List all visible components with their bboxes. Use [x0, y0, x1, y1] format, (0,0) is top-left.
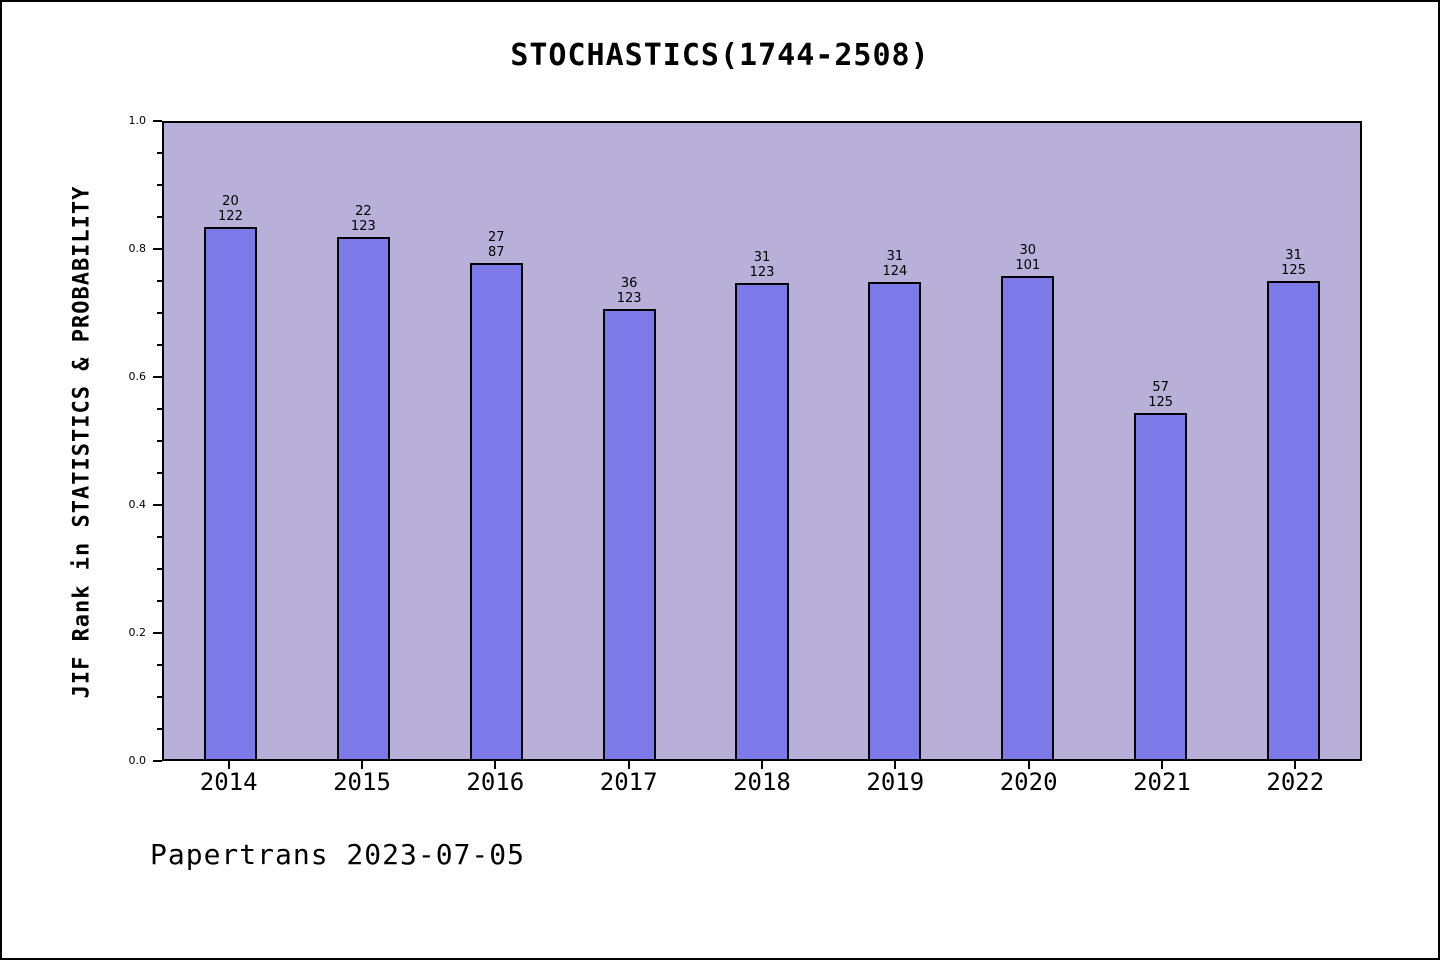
y-minor-tick-mark: [157, 280, 162, 282]
y-minor-tick-mark: [157, 664, 162, 666]
bar-value-label-2017: 36 123: [616, 276, 642, 307]
bar-value-label-2022: 31 125: [1281, 247, 1306, 278]
y-tick-label: 1.0: [128, 114, 147, 127]
y-tick-mark: [153, 248, 162, 250]
x-tick-mark: [894, 761, 897, 769]
y-tick-mark: [153, 760, 162, 762]
chart-title: STOCHASTICS(1744-2508): [510, 38, 930, 73]
y-minor-tick-mark: [157, 600, 162, 602]
bar-slot-2020: 30 101: [961, 123, 1094, 759]
y-tick-label: 0.0: [128, 754, 147, 767]
bar-2022: [1266, 280, 1321, 759]
x-tick-mark: [1294, 761, 1297, 769]
y-minor-tick-mark: [157, 408, 162, 410]
bar-2017: [602, 309, 656, 759]
y-tick-label: 0.2: [128, 626, 147, 639]
x-tick-label-2015: 2015: [333, 768, 391, 796]
bar-slot-2017: 36 123: [563, 123, 696, 759]
x-tick-label-2018: 2018: [733, 768, 791, 796]
bar-value-label-2014: 20 122: [218, 194, 243, 225]
bar-slot-2016: 27 87: [430, 123, 563, 759]
bar-2015: [336, 236, 390, 759]
y-tick-label: 0.8: [128, 242, 147, 255]
x-tick-mark: [761, 761, 763, 769]
y-tick-label: 0.4: [128, 498, 147, 511]
x-tick-mark: [627, 761, 630, 769]
x-axis-ticks: [162, 761, 1362, 771]
y-minor-tick-mark: [157, 216, 162, 218]
bar-slot-2018: 31 123: [696, 123, 829, 759]
x-tick-label-2017: 2017: [599, 768, 658, 796]
y-minor-tick-mark: [157, 152, 162, 154]
bar-2020: [1001, 275, 1055, 759]
x-tick-label-2020: 2020: [999, 768, 1058, 796]
x-tick-label-2016: 2016: [466, 768, 525, 796]
y-minor-tick-mark: [157, 312, 162, 314]
y-minor-tick-mark: [157, 536, 162, 538]
y-tick-label: 0.6: [128, 370, 147, 383]
bar-2019: [868, 282, 922, 759]
y-tick-mark: [153, 376, 162, 378]
y-minor-tick-mark: [157, 696, 162, 698]
bar-value-label-2018: 31 123: [749, 250, 775, 281]
bar-value-label-2021: 57 125: [1148, 380, 1174, 411]
y-minor-tick-mark: [157, 440, 162, 442]
bar-2014: [203, 227, 258, 759]
bar-value-label-2019: 31 124: [882, 249, 908, 279]
x-tick-mark: [1027, 761, 1030, 769]
y-axis: 0.0 0.2 0.4 0.6 0.8 1.0: [2, 114, 162, 767]
bar-slot-2014: 20 122: [164, 123, 297, 759]
y-minor-tick-mark: [157, 728, 162, 730]
bar-value-label-2016: 27 87: [487, 229, 505, 260]
x-tick-label-2019: 2019: [866, 768, 925, 796]
y-tick-mark: [153, 504, 162, 506]
bar-2021: [1134, 413, 1188, 759]
x-axis-labels: 2014 2015 2016 2017 2018 2019 2020 2021 2022: [162, 768, 1362, 796]
x-tick-mark: [361, 761, 363, 769]
bar-value-label-2015: 22 123: [350, 203, 376, 234]
y-tick-mark: [153, 120, 162, 122]
bar-2016: [469, 262, 523, 759]
plot-area: 20 122 22 123 27 87 36 123 31 123 31 124 30 101 57 125 3…: [162, 121, 1362, 761]
bar-slot-2021: 57 125: [1094, 123, 1227, 759]
y-tick-mark: [153, 632, 162, 634]
x-tick-label-2014: 2014: [199, 768, 258, 796]
bar-slot-2022: 31 125: [1227, 123, 1360, 759]
bar-value-label-2020: 30 101: [1015, 242, 1041, 273]
x-tick-label-2022: 2022: [1266, 768, 1325, 796]
y-minor-tick-mark: [157, 344, 162, 346]
x-tick-label-2021: 2021: [1133, 768, 1191, 796]
y-minor-tick-mark: [157, 568, 162, 570]
bar-2018: [735, 283, 789, 759]
x-tick-mark: [494, 761, 497, 769]
y-minor-tick-mark: [157, 184, 162, 186]
x-tick-mark: [1161, 761, 1163, 769]
footer-text: Papertrans 2023-07-05: [150, 838, 526, 871]
bar-slot-2019: 31 124: [828, 123, 961, 759]
x-tick-mark: [227, 761, 230, 769]
bar-slot-2015: 22 123: [297, 123, 430, 759]
y-minor-tick-mark: [157, 472, 162, 474]
bars: 20 122 22 123 27 87 36 123 31 123 31 124 30 101 57 125 3…: [164, 123, 1360, 759]
